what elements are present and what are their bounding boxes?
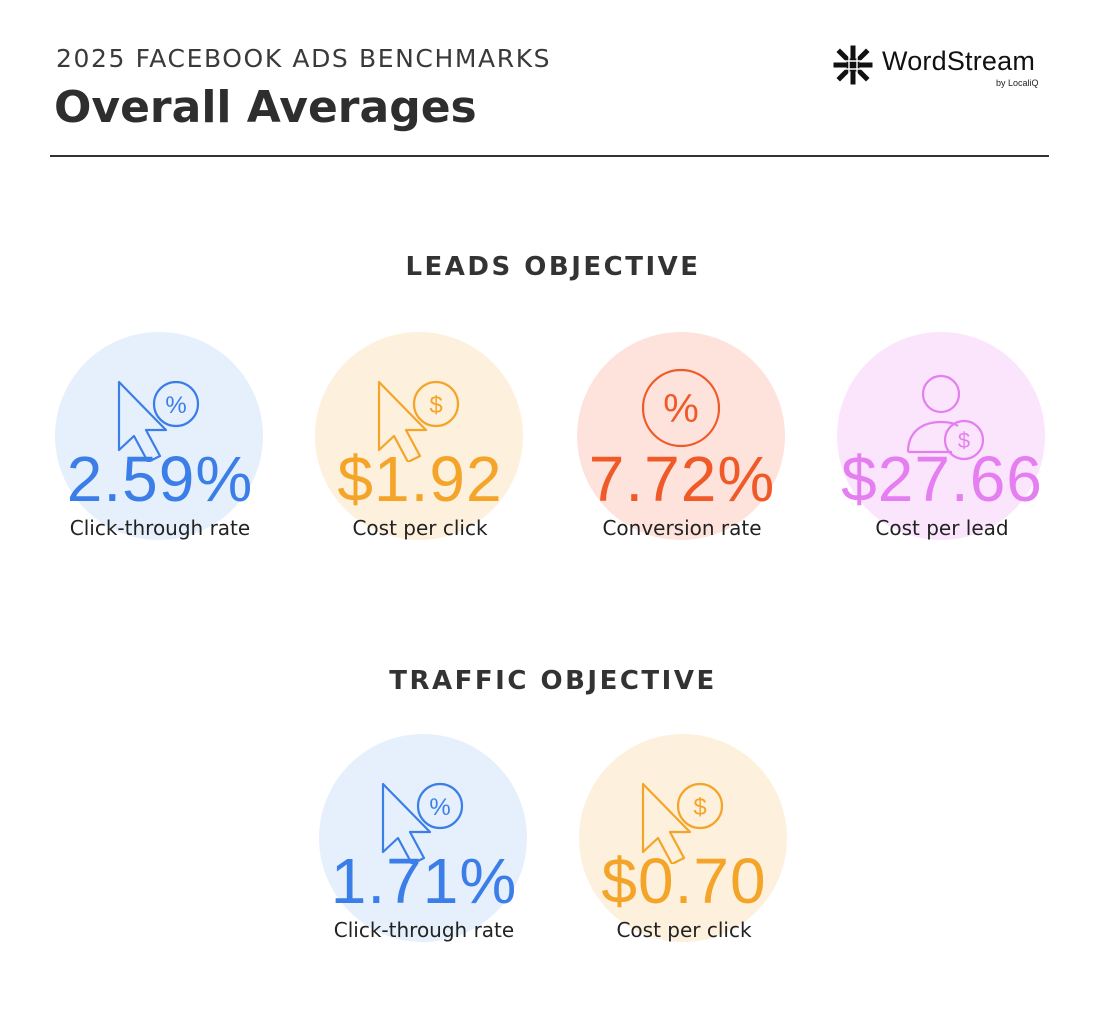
logo-wordmark: WordStream (882, 46, 1036, 76)
svg-text:%: % (165, 392, 186, 419)
stat-value: $1.92 (337, 443, 503, 515)
stat-leads-cpc: $ $1.92 Cost per click (290, 332, 550, 572)
stat-circle (837, 332, 1045, 540)
svg-text:$: $ (958, 428, 970, 453)
stat-circle (577, 332, 785, 540)
logo-subtitle: by LocaliQ (996, 78, 1039, 88)
stat-leads-cpl: $ $27.66 Cost per lead (812, 332, 1072, 572)
cursor-dollar-icon: $ (377, 380, 460, 462)
wordstream-logo: WordStream by LocaliQ (832, 44, 1052, 92)
header: 2025 FACEBOOK ADS BENCHMARKS Overall Ave… (0, 0, 1106, 160)
stat-value: 7.72% (588, 443, 776, 515)
wordstream-star-icon (833, 45, 873, 85)
stat-value: $0.70 (601, 845, 767, 917)
stat-value: $27.66 (841, 443, 1043, 515)
stat-circle (319, 734, 527, 942)
stat-label: Conversion rate (602, 516, 762, 540)
person-dollar-icon: $ (906, 374, 985, 461)
stat-label: Cost per lead (875, 516, 1009, 540)
stat-label: Click-through rate (333, 918, 515, 942)
stat-value: 1.71% (330, 845, 518, 917)
svg-text:$: $ (693, 794, 706, 821)
stat-label: Click-through rate (69, 516, 251, 540)
header-divider (50, 155, 1049, 157)
traffic-section-title: TRAFFIC OBJECTIVE (389, 666, 717, 696)
stat-circle (55, 332, 263, 540)
stat-label: Cost per click (352, 516, 488, 540)
stat-value: 2.59% (66, 443, 254, 515)
svg-text:$: $ (429, 392, 442, 419)
svg-text:%: % (429, 794, 450, 821)
cursor-percent-icon: % (117, 380, 200, 462)
cursor-dollar-icon: $ (641, 782, 724, 864)
stat-traffic-cpc: $ $0.70 Cost per click (554, 734, 814, 974)
stat-circle (579, 734, 787, 942)
stat-traffic-ctr: % 1.71% Click-through rate (294, 734, 554, 974)
stat-circle (315, 332, 523, 540)
stat-leads-ctr: % 2.59% Click-through rate (30, 332, 290, 572)
eyebrow-title: 2025 FACEBOOK ADS BENCHMARKS (56, 44, 552, 73)
page-title: Overall Averages (54, 82, 477, 133)
cursor-percent-icon: % (381, 782, 464, 864)
stat-leads-cvr: % 7.72% Conversion rate (552, 332, 812, 572)
percent-circle-icon: % (641, 368, 721, 448)
leads-section-title: LEADS OBJECTIVE (405, 252, 701, 282)
svg-text:%: % (663, 387, 699, 431)
stat-label: Cost per click (616, 918, 752, 942)
